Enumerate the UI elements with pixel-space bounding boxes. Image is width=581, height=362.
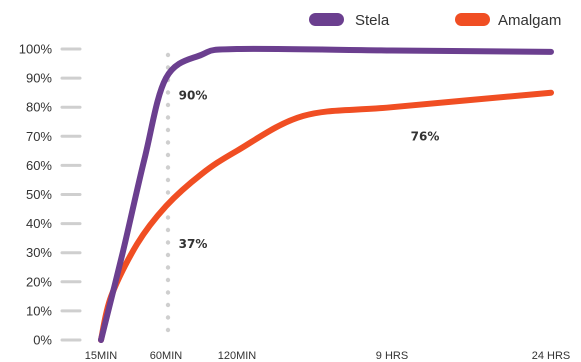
x-tick-label: 15MIN (85, 350, 117, 362)
y-tick-label: 100% (19, 42, 53, 57)
reference-line-dot (165, 102, 171, 108)
reference-line-dot (165, 140, 171, 145)
x-tick-label: 60MIN (150, 350, 182, 362)
y-tick-label: 40% (26, 216, 52, 231)
reference-line-dot (165, 52, 171, 58)
reference-line-dot (165, 152, 171, 158)
y-tick-label: 80% (26, 100, 52, 115)
annotations: 90% 37% 76% (179, 89, 440, 251)
y-tick-label: 60% (26, 158, 52, 173)
y-tick-label: 50% (26, 187, 52, 202)
legend-swatch-amalgam (455, 13, 490, 26)
reference-line-dot (165, 290, 171, 295)
x-tick-label: 120MIN (218, 350, 257, 362)
reference-line-dot (165, 190, 171, 195)
reference-line-dot (165, 215, 171, 220)
reference-line-dot (165, 327, 171, 333)
y-tick-label: 70% (26, 129, 52, 144)
reference-line-dot (165, 277, 171, 283)
reference-line-dot (165, 90, 171, 95)
y-tick-label: 90% (26, 71, 52, 86)
x-tick-label: 24 HRS (532, 350, 571, 362)
y-tick-label: 20% (26, 274, 52, 289)
reference-line-dot (165, 315, 171, 320)
reference-line-dot (165, 165, 171, 170)
reference-line-dot (165, 115, 171, 120)
series-lines (98, 45, 554, 343)
series-line-amalgam (98, 89, 554, 343)
reference-line (165, 52, 171, 333)
legend-label-amalgam: Amalgam (498, 12, 561, 29)
annotation-label: 76% (411, 129, 440, 143)
y-tick-label: 0% (33, 333, 52, 348)
annotation-label: 90% (179, 89, 208, 103)
reference-line-dot (165, 252, 171, 258)
legend-swatch-stela (309, 13, 344, 26)
annotation-label: 37% (179, 237, 208, 251)
reference-line-dot (165, 240, 171, 245)
x-tick-label: 9 HRS (376, 350, 408, 362)
reference-line-dot (165, 265, 171, 270)
series-line-stela (98, 45, 554, 343)
reference-line-dot (165, 127, 171, 133)
reference-line-dot (165, 302, 171, 308)
reference-line-dot (165, 227, 171, 233)
y-tick-label: 10% (26, 303, 52, 318)
y-axis: 0% 10% 20% 30% 40% 50% 60% 70% 80% 90% 100% (19, 42, 82, 348)
legend: Stela Amalgam (309, 12, 561, 29)
x-axis: 15MIN 60MIN 120MIN 9 HRS 24 HRS (85, 350, 570, 362)
reference-line-dot (165, 177, 171, 183)
y-tick-label: 30% (26, 245, 52, 260)
legend-label-stela: Stela (355, 12, 390, 29)
